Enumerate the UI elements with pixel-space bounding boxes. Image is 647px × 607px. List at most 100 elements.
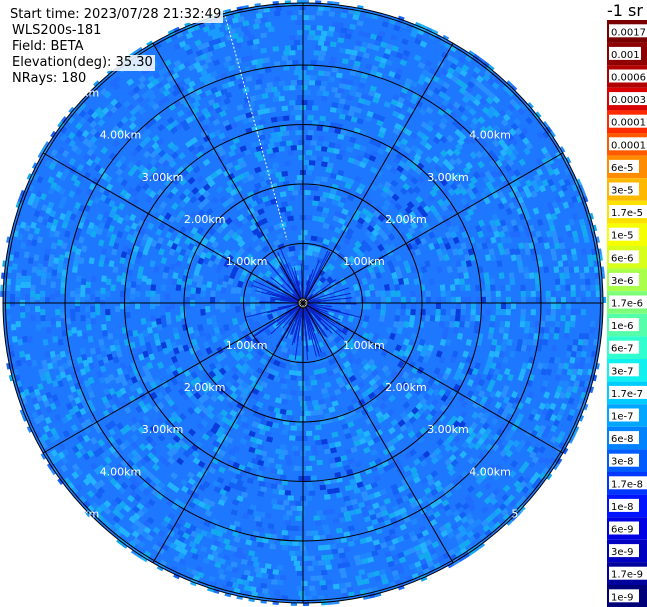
radar-cell <box>494 185 502 194</box>
radar-cell <box>328 126 336 133</box>
radar-cell <box>336 527 343 534</box>
radar-cell <box>126 233 133 241</box>
colorbar-level: 1.7e-5 <box>607 200 647 224</box>
radar-cell <box>470 176 478 185</box>
radar-cell <box>155 293 161 300</box>
radar-cell <box>522 338 528 346</box>
radar-cell <box>399 410 408 419</box>
radar-cell <box>270 86 278 93</box>
radar-cell <box>456 266 464 274</box>
radar-cell <box>90 111 99 119</box>
radar-cell <box>127 161 135 170</box>
radar-cell <box>104 196 112 205</box>
radar-cell <box>553 266 560 273</box>
radar-cell <box>129 115 137 123</box>
radar-cell <box>287 185 294 191</box>
radar-cell <box>381 21 389 28</box>
radar-cell <box>557 380 565 388</box>
radar-cell <box>202 407 211 416</box>
radar-cell <box>482 524 491 533</box>
radar-cell <box>127 169 135 177</box>
radar-cell <box>524 321 531 328</box>
radar-cell <box>246 477 254 485</box>
radar-cell <box>372 112 380 120</box>
radar-cell <box>303 15 310 21</box>
radar-cell <box>483 411 491 420</box>
radar-cell <box>503 368 511 376</box>
radar-cell <box>116 470 124 479</box>
radar-cell <box>432 123 440 131</box>
radar-cell <box>88 257 95 265</box>
radar-cell <box>437 198 445 207</box>
radar-cell <box>547 408 554 416</box>
radar-cell <box>149 150 158 159</box>
radar-cell <box>580 284 586 291</box>
radar-cell <box>147 375 155 384</box>
radar-cell <box>247 174 255 182</box>
radar-cell <box>251 458 259 465</box>
radar-cell <box>238 323 246 332</box>
radar-cell <box>435 132 443 140</box>
radar-cell <box>375 169 384 177</box>
radar-cell <box>85 293 91 300</box>
radar-cell <box>85 306 91 313</box>
radar-cell <box>123 504 132 513</box>
radar-cell <box>119 257 126 265</box>
radar-cell <box>137 164 146 173</box>
radar-cell <box>240 381 249 389</box>
radar-cell <box>484 254 492 262</box>
radar-cell <box>132 505 140 514</box>
radar-cell <box>148 190 157 199</box>
radar-cell <box>365 303 371 310</box>
radar-cell <box>432 184 440 193</box>
radar-cell <box>555 296 561 303</box>
radar-cell <box>41 204 48 212</box>
radar-cell <box>332 367 341 375</box>
radar-cell <box>195 263 202 271</box>
radar-cell <box>294 370 302 376</box>
radar-cell <box>338 517 346 523</box>
radar-cell <box>131 189 139 198</box>
radar-cell <box>304 410 311 416</box>
radar-cell <box>141 167 150 176</box>
radar-cell <box>168 248 176 256</box>
elevation-label: Elevation(deg): 35.30 <box>10 55 155 71</box>
radar-cell <box>198 484 206 492</box>
radar-cell <box>500 303 506 310</box>
radar-cell <box>424 215 432 223</box>
colorbar-level: 1e-5 <box>607 223 647 246</box>
colorbar-label-bg <box>609 408 639 422</box>
radar-cell <box>263 425 271 432</box>
radar-cell <box>230 477 239 485</box>
radar-cell <box>339 32 346 39</box>
colorbar-level: 6e-5 <box>607 155 647 179</box>
radar-cell <box>458 511 467 519</box>
radar-cell <box>86 158 94 167</box>
radar-cell <box>111 205 119 213</box>
radar-cell <box>105 102 114 111</box>
radar-cell <box>501 338 508 346</box>
radar-cell <box>295 535 302 541</box>
radar-cell <box>246 106 254 113</box>
radar-cell <box>448 468 456 477</box>
radar-cell <box>148 117 157 126</box>
radar-cell <box>296 585 303 591</box>
radar-cell <box>76 356 83 364</box>
radar-cell <box>215 430 224 438</box>
radar-cell <box>135 468 144 477</box>
radar-cell <box>226 196 235 205</box>
radar-cell <box>31 266 38 273</box>
radar-cell <box>347 314 355 323</box>
radar-cell <box>144 242 151 250</box>
radar-cell <box>334 388 342 396</box>
radar-cell <box>212 556 221 563</box>
radar-cell <box>374 544 382 551</box>
radar-cell <box>358 97 366 105</box>
radar-cell <box>249 504 257 511</box>
radar-cell <box>343 427 351 435</box>
radar-cell <box>595 290 601 297</box>
radar-cell <box>473 471 482 480</box>
radar-cell <box>547 178 555 187</box>
radar-cell <box>375 511 383 519</box>
radar-cell <box>431 155 440 164</box>
